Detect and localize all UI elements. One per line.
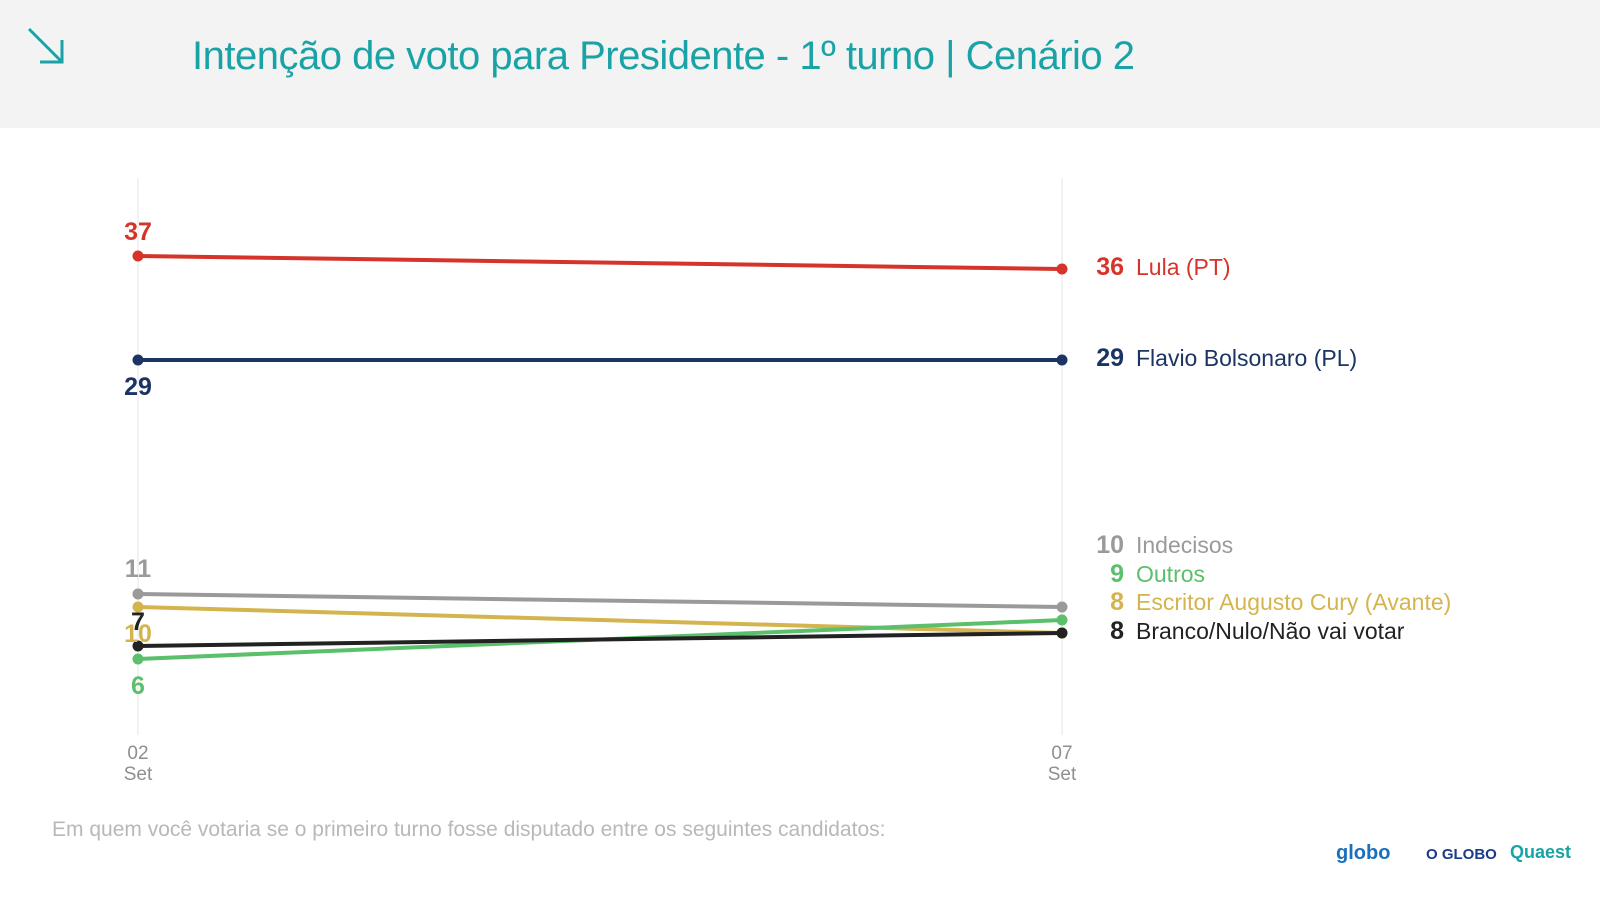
x-tick-day-1: 07 (1051, 743, 1072, 764)
point-end-2 (1056, 601, 1068, 613)
logos: globo O GLOBO Quaest (1336, 842, 1571, 876)
legend-value-3: 9 (1110, 560, 1124, 588)
legend-name-5: Branco/Nulo/Não vai votar (1136, 618, 1405, 644)
legend-name-0: Lula (PT) (1136, 254, 1231, 280)
point-end-0 (1056, 263, 1068, 275)
point-end-5 (1056, 627, 1068, 639)
data-label-start-1: 29 (124, 373, 152, 401)
oglobo-logo: O GLOBO (1426, 846, 1497, 863)
series-line-5 (136, 631, 1064, 648)
legend-name-1: Flavio Bolsonaro (PL) (1136, 345, 1357, 371)
point-end-3 (1056, 614, 1068, 626)
x-tick-month-1: Set (1048, 764, 1077, 785)
point-start-0 (132, 250, 144, 262)
globo-logo: globo (1336, 842, 1391, 864)
survey-question: Em quem você votaria se o primeiro turno… (52, 818, 886, 841)
data-label-start-5: 7 (131, 608, 145, 636)
quaest-logo: Quaest (1510, 842, 1572, 862)
x-tick-month-0: Set (124, 764, 153, 785)
series-line-0 (136, 254, 1064, 271)
legend-value-5: 8 (1110, 617, 1124, 645)
header: Intenção de voto para Presidente - 1º tu… (0, 0, 1600, 128)
data-label-start-4: 10 (124, 620, 152, 648)
data-label-start-2: 11 (125, 555, 152, 583)
legend-value-2: 10 (1096, 531, 1124, 559)
point-start-5 (132, 640, 144, 652)
point-end-1 (1056, 354, 1068, 366)
point-start-4 (132, 601, 144, 613)
legend-name-3: Outros (1136, 561, 1205, 587)
point-start-1 (132, 354, 144, 366)
data-label-start-0: 37 (124, 218, 152, 246)
arrow-down-right-icon (27, 27, 64, 64)
point-start-3 (132, 653, 144, 665)
series-line-4 (136, 605, 1064, 635)
data-label-start-3: 6 (131, 672, 145, 700)
legend-value-4: 8 (1110, 588, 1124, 616)
point-start-2 (132, 588, 144, 600)
x-tick-day-0: 02 (127, 743, 148, 764)
legend-name-2: Indecisos (1136, 532, 1233, 558)
series-line-2 (136, 592, 1064, 609)
legend-name-4: Escritor Augusto Cury (Avante) (1136, 589, 1451, 615)
page-title: Intenção de voto para Presidente - 1º tu… (192, 34, 1135, 78)
legend-value-0: 36 (1096, 253, 1124, 281)
legend-value-1: 29 (1096, 344, 1124, 372)
